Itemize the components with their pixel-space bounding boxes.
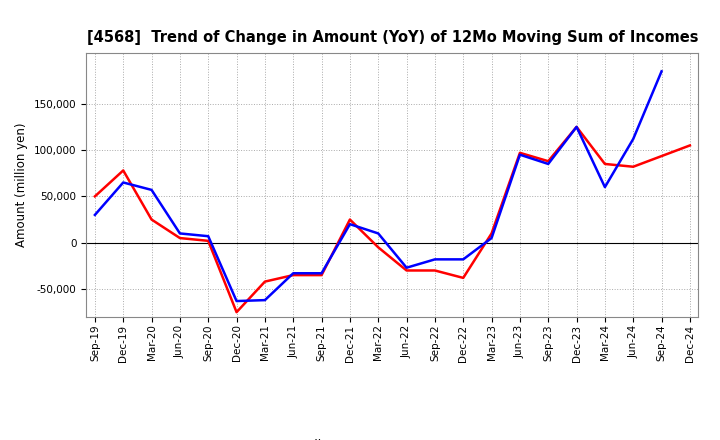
- Net Income: [431, 268, 439, 273]
- Net Income: [544, 158, 552, 164]
- Ordinary Income: [289, 271, 297, 276]
- Net Income: [176, 235, 184, 241]
- Net Income: [119, 168, 127, 173]
- Net Income: [600, 161, 609, 167]
- Ordinary Income: [318, 271, 326, 276]
- Ordinary Income: [91, 212, 99, 217]
- Ordinary Income: [487, 235, 496, 241]
- Ordinary Income: [204, 234, 212, 239]
- Title: [4568]  Trend of Change in Amount (YoY) of 12Mo Moving Sum of Incomes: [4568] Trend of Change in Amount (YoY) o…: [86, 29, 698, 45]
- Ordinary Income: [431, 257, 439, 262]
- Net Income: [346, 217, 354, 222]
- Net Income: [374, 245, 382, 250]
- Net Income: [402, 268, 411, 273]
- Ordinary Income: [629, 136, 637, 142]
- Line: Ordinary Income: Ordinary Income: [95, 71, 662, 301]
- Ordinary Income: [402, 265, 411, 270]
- Net Income: [459, 275, 467, 281]
- Net Income: [289, 272, 297, 278]
- Net Income: [261, 279, 269, 284]
- Ordinary Income: [657, 69, 666, 74]
- Ordinary Income: [176, 231, 184, 236]
- Ordinary Income: [148, 187, 156, 193]
- Ordinary Income: [516, 152, 524, 158]
- Net Income: [516, 150, 524, 155]
- Ordinary Income: [374, 231, 382, 236]
- Y-axis label: Amount (million yen): Amount (million yen): [16, 123, 29, 247]
- Ordinary Income: [261, 297, 269, 303]
- Ordinary Income: [572, 124, 581, 129]
- Net Income: [204, 238, 212, 243]
- Ordinary Income: [346, 221, 354, 227]
- Net Income: [572, 124, 581, 129]
- Net Income: [148, 217, 156, 222]
- Ordinary Income: [459, 257, 467, 262]
- Net Income: [318, 272, 326, 278]
- Ordinary Income: [544, 161, 552, 167]
- Line: Net Income: Net Income: [95, 127, 690, 312]
- Ordinary Income: [119, 180, 127, 185]
- Net Income: [233, 309, 241, 315]
- Ordinary Income: [233, 298, 241, 304]
- Net Income: [685, 143, 694, 148]
- Ordinary Income: [600, 184, 609, 190]
- Net Income: [629, 164, 637, 169]
- Legend: Ordinary Income, Net Income: Ordinary Income, Net Income: [248, 434, 536, 440]
- Net Income: [487, 231, 496, 236]
- Net Income: [91, 194, 99, 199]
